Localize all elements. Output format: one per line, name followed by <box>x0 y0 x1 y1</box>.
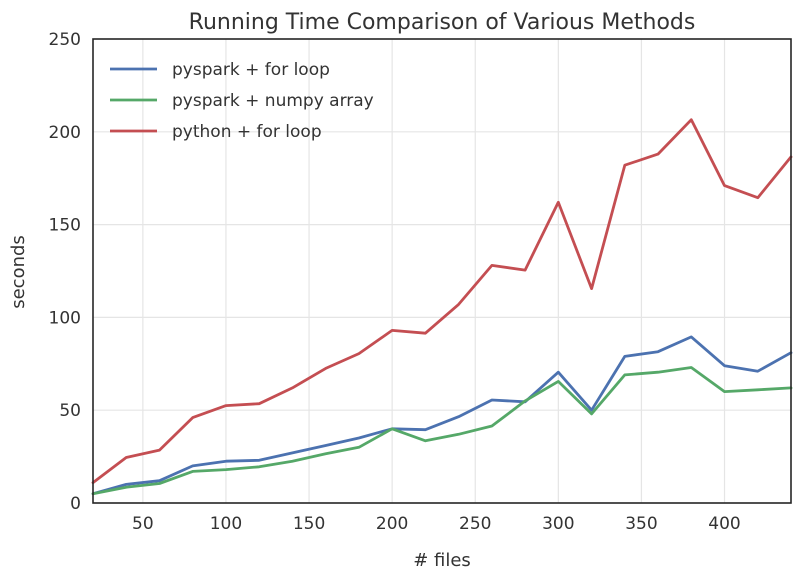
legend-label: python + for loop <box>172 122 322 142</box>
series-line-pyspark-for-loop <box>91 335 793 496</box>
series-line-python-for-loop <box>91 118 793 485</box>
x-axis-title: # files <box>413 550 471 571</box>
y-tick-label: 0 <box>70 494 81 514</box>
plot-frame <box>92 38 792 504</box>
legend-label: pyspark + numpy array <box>172 91 374 111</box>
y-tick-label: 250 <box>49 30 81 50</box>
x-tick-label: 400 <box>708 514 740 534</box>
y-tick-label: 200 <box>49 123 81 143</box>
y-axis-title: seconds <box>8 235 29 309</box>
x-tick-label: 300 <box>542 514 574 534</box>
series-layer <box>91 118 793 496</box>
x-tick-label: 250 <box>459 514 491 534</box>
legend: pyspark + for loop pyspark + numpy array p… <box>110 60 374 142</box>
y-tick-label: 50 <box>59 401 81 421</box>
y-tick-label: 100 <box>49 308 81 328</box>
legend-label: pyspark + for loop <box>172 60 330 80</box>
y-tick-label: 150 <box>49 216 81 236</box>
x-tick-label: 150 <box>293 514 325 534</box>
x-tick-label: 100 <box>210 514 242 534</box>
y-axis-ticks: 0 50 100 150 200 250 <box>49 30 81 514</box>
x-tick-label: 50 <box>132 514 154 534</box>
x-axis-ticks: 50 100 150 200 250 300 350 400 <box>132 514 741 534</box>
x-tick-label: 200 <box>376 514 408 534</box>
series-line-pyspark-numpy-array <box>91 366 793 496</box>
chart-title: Running Time Comparison of Various Metho… <box>189 10 696 35</box>
x-tick-label: 350 <box>625 514 657 534</box>
